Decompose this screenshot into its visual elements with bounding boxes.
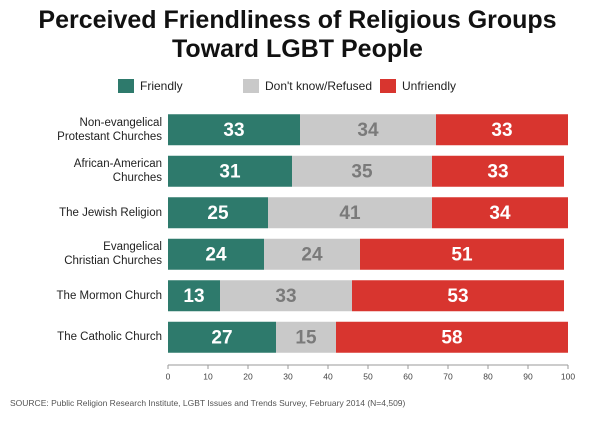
bar-segment [300, 114, 436, 146]
bar-segment [360, 238, 564, 270]
value-label: 35 [351, 161, 373, 182]
x-tick-label: 100 [561, 371, 575, 381]
bar-segment [432, 197, 568, 229]
bar-segment [168, 280, 220, 312]
category-label: The Catholic Church [57, 331, 162, 344]
value-label: 24 [301, 244, 323, 265]
value-label: 58 [441, 327, 462, 348]
value-label: 53 [447, 286, 468, 307]
value-label: 33 [223, 120, 244, 141]
category-label: Evangelical Christian Churches [64, 241, 162, 268]
x-tick-label: 30 [283, 371, 293, 381]
x-tick-label: 90 [523, 371, 533, 381]
value-label: 33 [275, 286, 296, 307]
value-label: 15 [295, 327, 317, 348]
x-tick-label: 20 [243, 371, 253, 381]
bar-segment [168, 114, 300, 146]
legend-swatch [118, 79, 134, 93]
value-label: 34 [357, 120, 379, 141]
category-label: Non-evangelical Protestant Churches [57, 116, 162, 143]
bar-segment [292, 155, 432, 187]
category-label: African-American Churches [73, 158, 162, 185]
bar-segment [168, 155, 292, 187]
value-label: 41 [339, 203, 361, 224]
value-label: 24 [205, 244, 227, 265]
x-tick-label: 70 [443, 371, 453, 381]
bar-segment [168, 197, 268, 229]
value-label: 34 [489, 203, 511, 224]
legend-label: Unfriendly [402, 79, 456, 93]
bar-segment [168, 321, 276, 353]
legend-swatch [243, 79, 259, 93]
x-tick-label: 80 [483, 371, 493, 381]
bar-segment [336, 321, 568, 353]
chart-title: Perceived Friendliness of Religious Grou… [38, 6, 557, 63]
bar-segment [432, 155, 564, 187]
x-tick-label: 40 [323, 371, 333, 381]
bar-segment [276, 321, 336, 353]
x-tick-label: 50 [363, 371, 373, 381]
x-tick-label: 60 [403, 371, 413, 381]
bar-segment [168, 238, 264, 270]
value-label: 25 [207, 203, 229, 224]
value-label: 27 [211, 327, 232, 348]
category-label: The Jewish Religion [59, 206, 162, 219]
value-label: 51 [451, 244, 473, 265]
x-tick-label: 10 [203, 371, 213, 381]
bar-segment [264, 238, 360, 270]
x-tick-label: 0 [166, 371, 171, 381]
legend-swatch [380, 79, 396, 93]
category-label: The Mormon Church [56, 289, 162, 302]
bar-segment [268, 197, 432, 229]
value-label: 31 [219, 161, 241, 182]
value-label: 13 [183, 286, 204, 307]
legend-label: Don't know/Refused [265, 79, 372, 93]
source-note: SOURCE: Public Religion Research Institu… [10, 398, 406, 408]
value-label: 33 [491, 120, 512, 141]
bar-segment [436, 114, 568, 146]
value-label: 33 [487, 161, 508, 182]
bar-segment [352, 280, 564, 312]
bar-segment [220, 280, 352, 312]
legend-label: Friendly [140, 79, 183, 93]
